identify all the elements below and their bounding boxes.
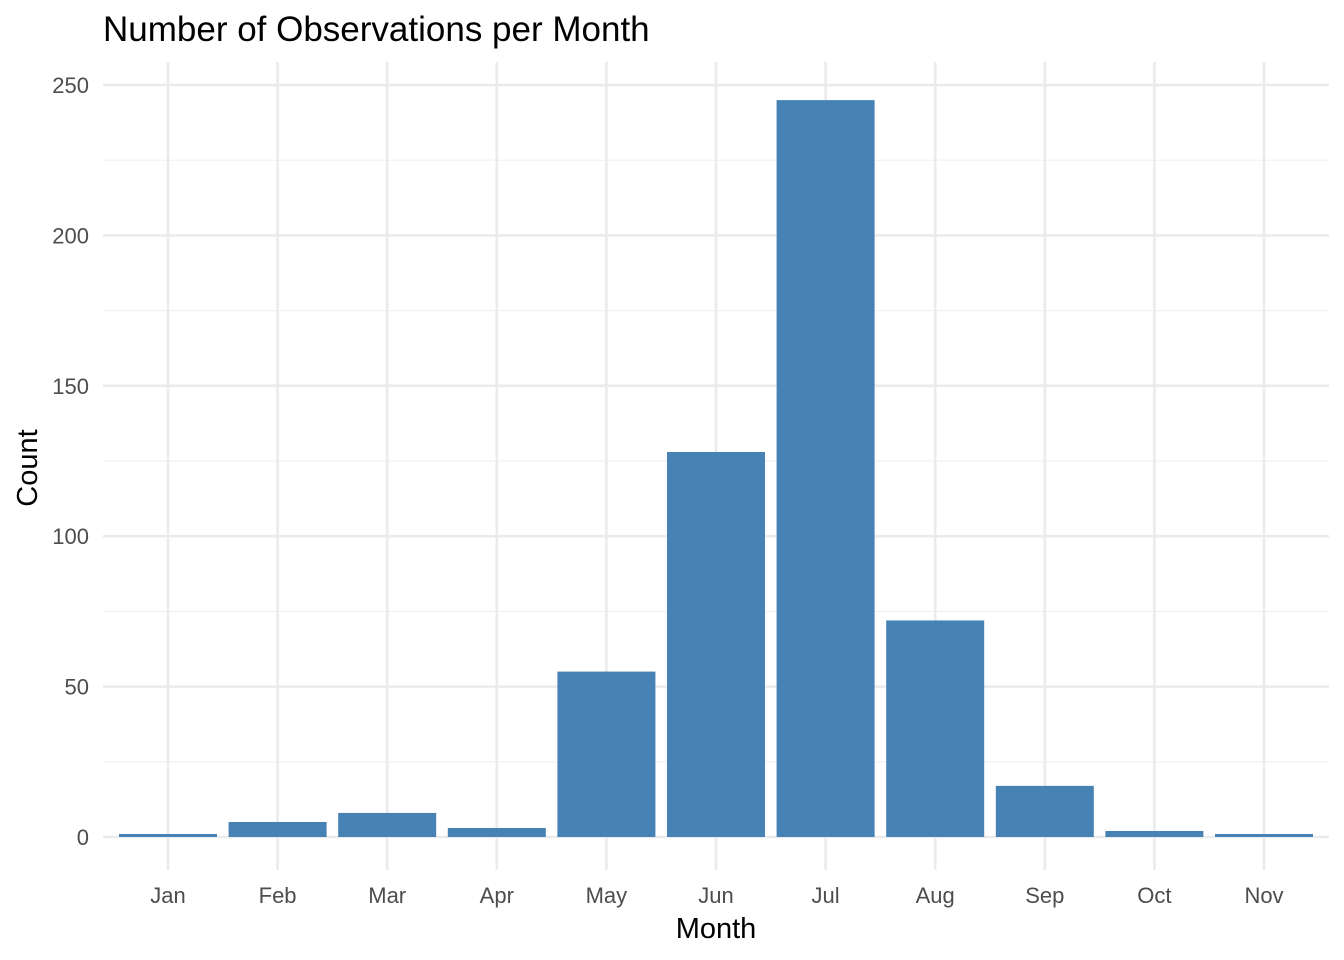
bar bbox=[1215, 833, 1313, 837]
bar bbox=[886, 620, 985, 837]
bar bbox=[776, 100, 875, 837]
x-tick-label: Sep bbox=[1025, 883, 1064, 908]
x-tick-label: Nov bbox=[1244, 883, 1283, 908]
bar bbox=[228, 821, 327, 837]
y-axis-title: Count bbox=[12, 429, 44, 506]
bar bbox=[447, 827, 546, 837]
x-tick-labels: Jan Feb Mar Apr May Jun Jul Aug Sep Oct Nov bbox=[150, 883, 1283, 908]
chart-title: Number of Observations per Month bbox=[103, 10, 650, 49]
x-tick-label: Jan bbox=[150, 883, 185, 908]
bar bbox=[667, 452, 765, 837]
y-tick-label: 0 bbox=[77, 825, 89, 850]
x-tick-label: May bbox=[586, 883, 628, 908]
bar bbox=[557, 671, 656, 837]
x-tick-label: Jun bbox=[698, 883, 733, 908]
x-tick-label: Oct bbox=[1137, 883, 1171, 908]
y-tick-label: 200 bbox=[52, 223, 89, 248]
x-tick-label: Mar bbox=[368, 883, 406, 908]
y-tick-label: 250 bbox=[52, 73, 89, 98]
bar bbox=[1105, 830, 1204, 837]
gridlines bbox=[103, 62, 1329, 870]
bars bbox=[119, 100, 1313, 837]
y-tick-label: 50 bbox=[65, 675, 89, 700]
y-tick-label: 100 bbox=[52, 524, 89, 549]
x-tick-label: Feb bbox=[259, 883, 297, 908]
x-tick-label: Aug bbox=[916, 883, 955, 908]
bar bbox=[995, 785, 1094, 837]
x-tick-label: Jul bbox=[812, 883, 840, 908]
x-tick-label: Apr bbox=[480, 883, 514, 908]
bar bbox=[119, 833, 217, 837]
bar bbox=[338, 812, 437, 837]
y-tick-label: 150 bbox=[52, 374, 89, 399]
x-axis-title: Month bbox=[676, 913, 757, 945]
y-tick-labels: 0 50 100 150 200 250 bbox=[52, 73, 89, 850]
